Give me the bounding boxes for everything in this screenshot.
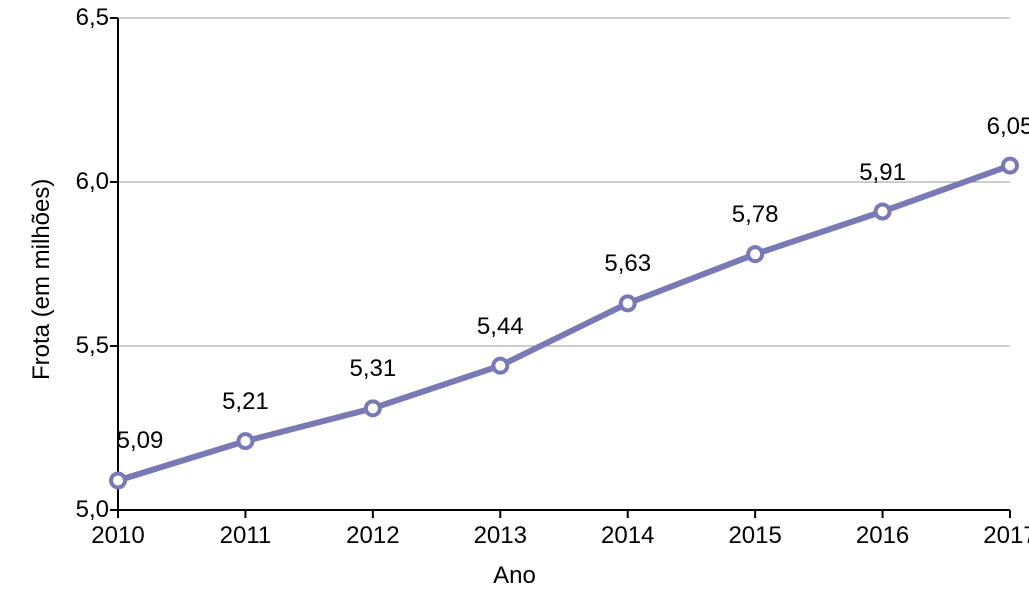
x-tick-label: 2017 [983, 522, 1029, 550]
x-tick-label: 2016 [856, 522, 909, 550]
data-label: 6,05 [987, 113, 1029, 141]
y-tick-label: 5,0 [76, 496, 109, 524]
y-tick-label: 6,0 [76, 168, 109, 196]
x-tick-label: 2012 [346, 522, 399, 550]
y-axis-title: Frota (em milhões) [28, 179, 56, 380]
data-label: 5,21 [222, 388, 269, 416]
data-label: 5,78 [732, 201, 779, 229]
y-tick-label: 6,5 [76, 4, 109, 32]
x-tick-label: 2013 [474, 522, 527, 550]
data-label: 5,31 [349, 355, 396, 383]
x-axis-title: Ano [0, 562, 1029, 590]
x-tick-label: 2015 [728, 522, 781, 550]
chart-svg [0, 0, 1029, 610]
data-label: 5,63 [604, 250, 651, 278]
line-chart: Frota (em milhões) Ano 5,0 5,5 6,0 6,5 2… [0, 0, 1029, 610]
x-tick-label: 2014 [601, 522, 654, 550]
x-tick-label: 2011 [220, 522, 272, 550]
data-label: 5,09 [117, 427, 164, 455]
x-tick-label: 2010 [91, 522, 144, 550]
data-label: 5,44 [477, 313, 524, 341]
data-label: 5,91 [859, 159, 906, 187]
y-tick-label: 5,5 [76, 332, 109, 360]
